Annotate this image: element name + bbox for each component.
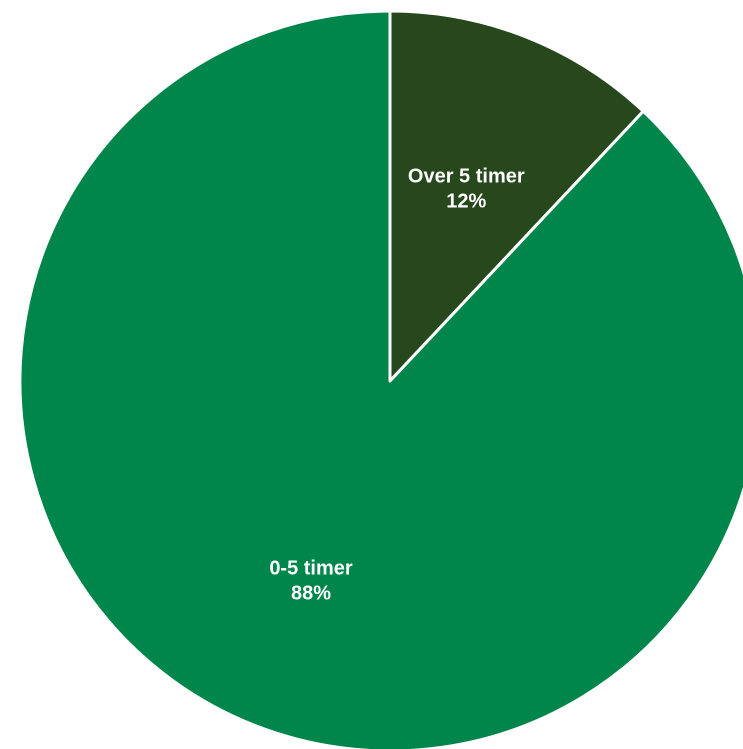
- pie-slice-over-5-timer: [388, 9, 645, 383]
- pie-slices: [18, 9, 743, 749]
- pie-label-value: 88%: [291, 583, 331, 605]
- pie-label-0-5-timer: 0-5 timer 88%: [269, 558, 353, 605]
- pie-slice-0-5-timer: [18, 9, 743, 749]
- pie-label-value: 12%: [446, 190, 486, 212]
- pie-label-category: Over 5 timer: [408, 165, 525, 187]
- pie-labels: Over 5 timer 12% 0-5 timer 88%: [269, 165, 525, 604]
- pie-label-over-5-timer: Over 5 timer 12%: [408, 165, 525, 212]
- pie-label-category: 0-5 timer: [269, 558, 353, 580]
